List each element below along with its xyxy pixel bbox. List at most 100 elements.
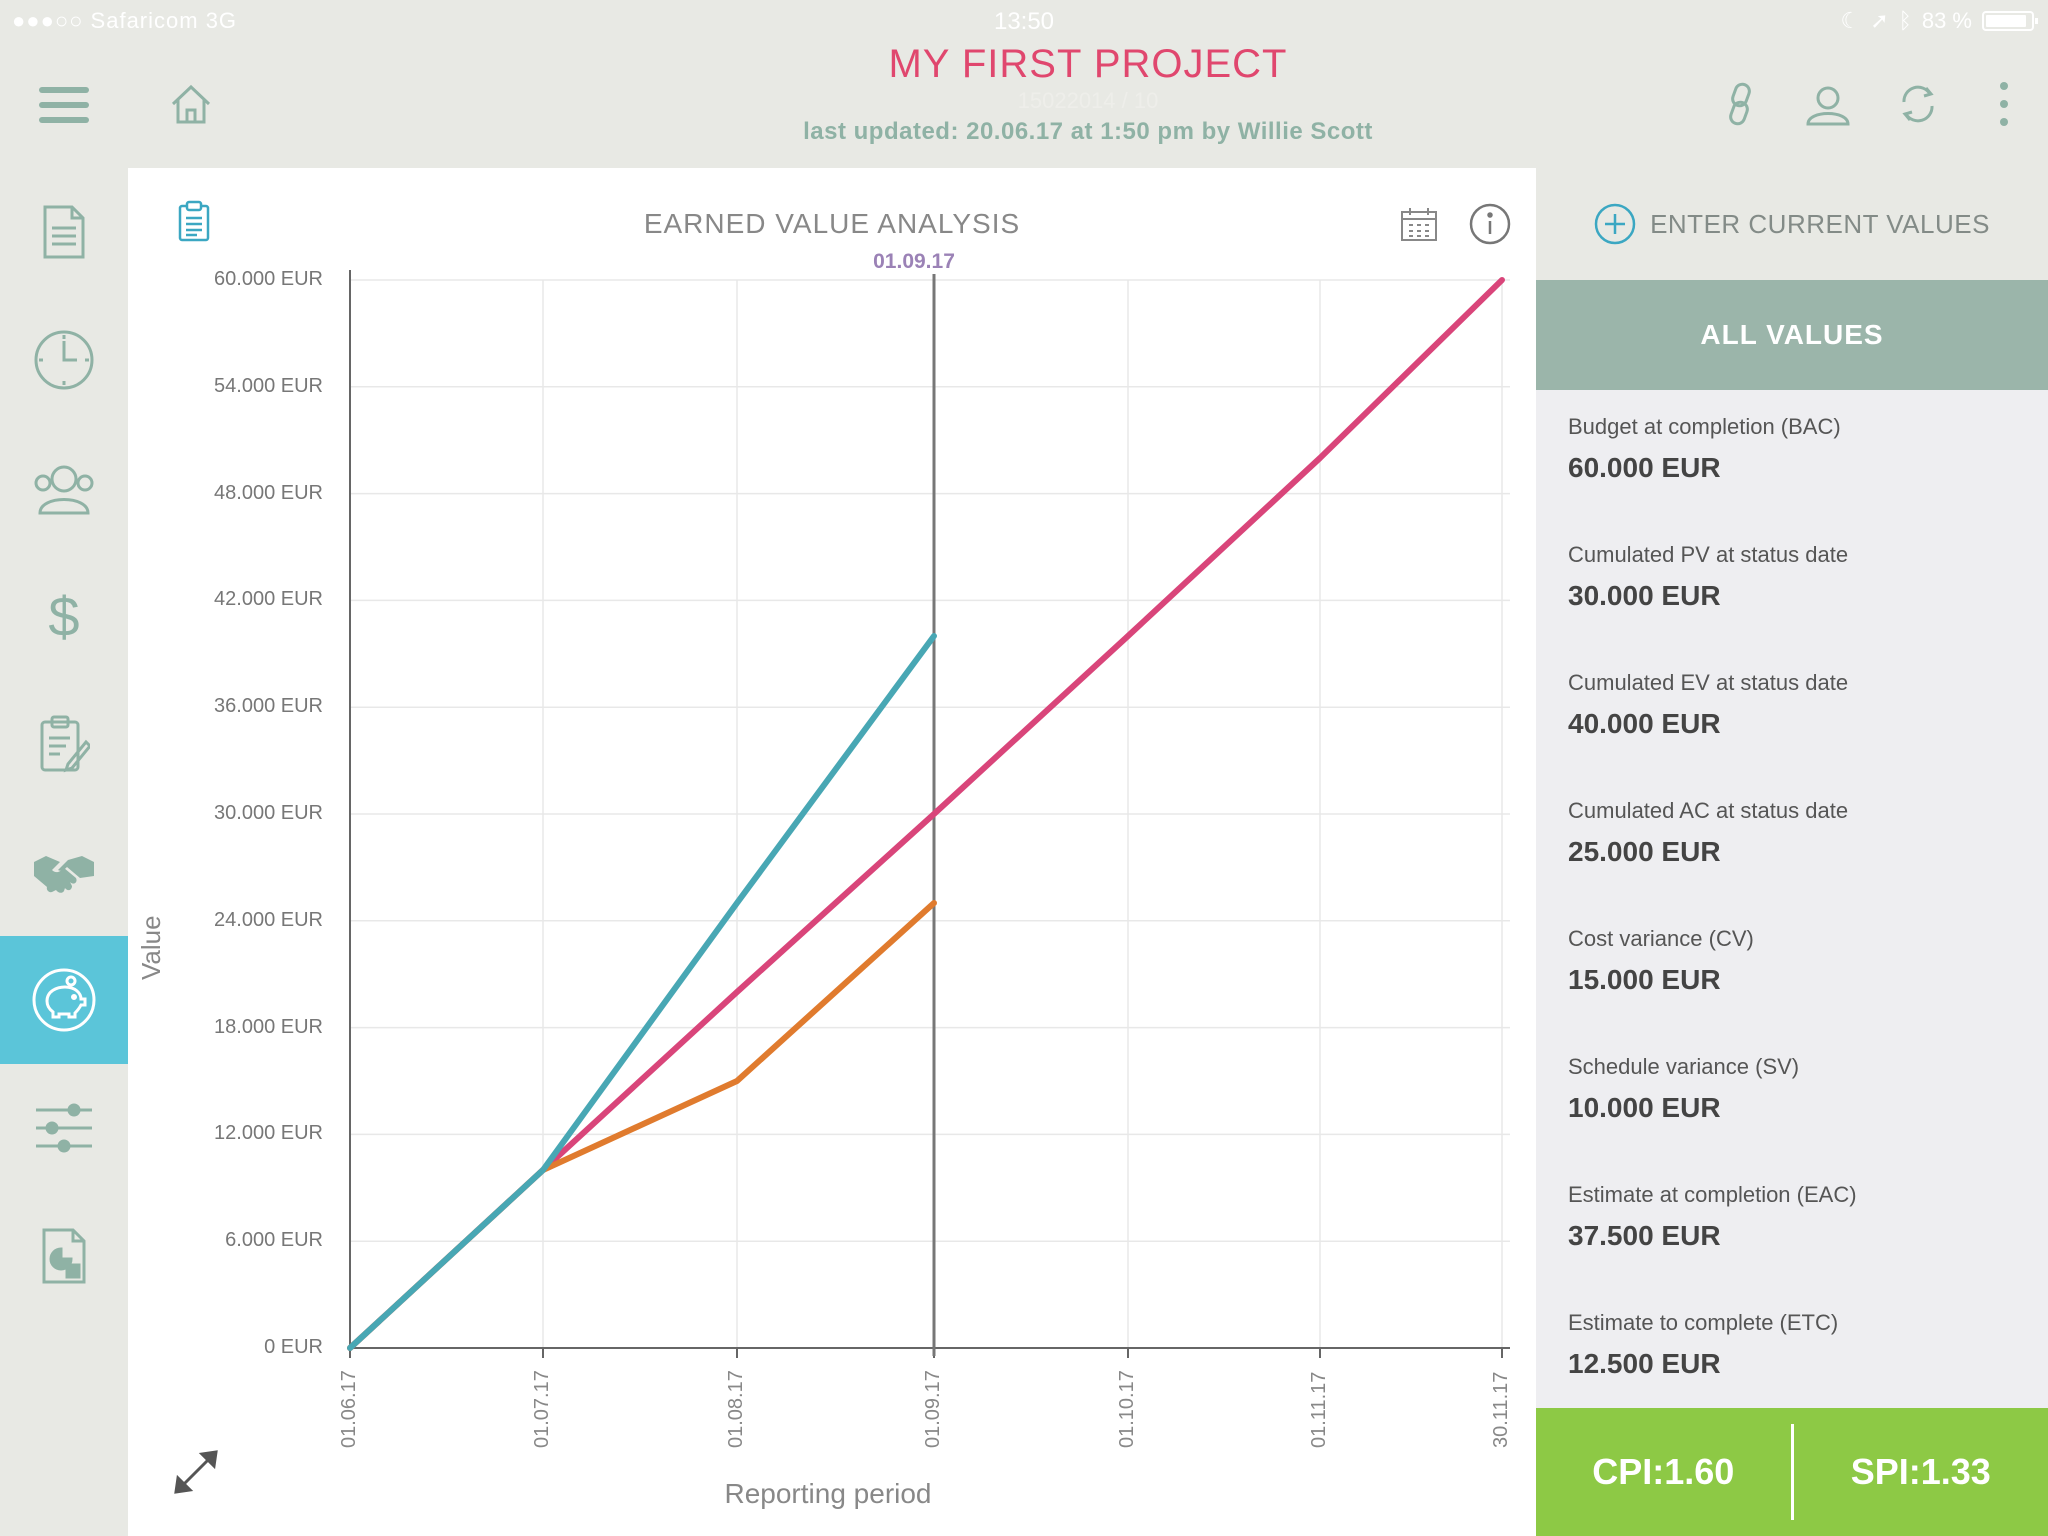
report-icon <box>42 1228 86 1284</box>
sidebar-item-team[interactable] <box>0 424 128 552</box>
more-button[interactable] <box>1990 78 2018 130</box>
add-circle-icon <box>1594 203 1636 245</box>
sidebar-item-tasks[interactable] <box>0 680 128 808</box>
values-panel: ENTER CURRENT VALUES ALL VALUES Budget a… <box>1536 168 2048 1536</box>
enter-current-values-button[interactable]: ENTER CURRENT VALUES <box>1536 168 2048 280</box>
sidebar: $ <box>0 168 128 1536</box>
metric-label: Estimate to complete (ETC) <box>1568 1310 1839 1335</box>
chart-title: EARNED VALUE ANALYSIS <box>643 208 1021 239</box>
chart-area: EARNED VALUE ANALYSIS 01.09.17 Value Rep… <box>128 168 1536 1536</box>
earned-value-chart <box>347 270 1510 1358</box>
metric-label: Cost variance (CV) <box>1568 926 1754 951</box>
data-point <box>736 1080 738 1082</box>
all-values-tab[interactable]: ALL VALUES <box>1536 280 2048 390</box>
metric-label: Budget at completion (BAC) <box>1568 414 1841 439</box>
sidebar-item-reports[interactable] <box>0 1192 128 1320</box>
menu-button[interactable] <box>36 80 92 130</box>
info-icon <box>1469 203 1511 245</box>
hamburger-icon <box>39 87 89 123</box>
calendar-button[interactable] <box>1398 204 1440 244</box>
y-tick-label: 60.000 EUR <box>214 268 323 290</box>
x-tick-label: 01.07.17 <box>531 1370 553 1448</box>
link-button[interactable] <box>1716 80 1764 128</box>
series-line-1 <box>347 900 937 1351</box>
location-icon: ➚ <box>1870 8 1889 33</box>
kpi-bar: CPI:1.60 SPI:1.33 <box>1536 1408 2048 1536</box>
y-tick-label: 30.000 EUR <box>214 802 323 824</box>
link-icon <box>1729 82 1751 126</box>
sidebar-item-schedule[interactable] <box>0 296 128 424</box>
document-icon <box>43 205 85 259</box>
team-button[interactable] <box>1800 80 1856 128</box>
piggy-bank-icon <box>32 968 96 1032</box>
data-point <box>1127 635 1129 637</box>
more-vertical-icon <box>2000 82 2008 126</box>
sidebar-item-earned-value[interactable] <box>0 936 128 1064</box>
series-line-0 <box>347 277 1505 1351</box>
metric-value: 15.000 EUR <box>1568 964 1721 995</box>
metric-bac: Budget at completion (BAC) 60.000 EUR <box>1568 414 2038 484</box>
y-tick-label: 0 EUR <box>264 1336 323 1358</box>
y-tick-label: 12.000 EUR <box>214 1122 323 1145</box>
metric-label: Cumulated EV at status date <box>1568 670 1849 695</box>
sidebar-item-documents[interactable] <box>0 168 128 296</box>
team-icon <box>34 465 94 515</box>
x-tick-label: 01.08.17 <box>725 1370 747 1448</box>
battery-icon <box>1982 11 2038 31</box>
metric-value: 12.500 EUR <box>1568 1348 1721 1379</box>
data-point <box>1501 279 1503 281</box>
metric-eac: Estimate at completion (EAC) 37.500 EUR <box>1568 1182 2038 1252</box>
metric-value: 40.000 EUR <box>1568 708 1721 739</box>
data-point <box>736 902 738 904</box>
carrier-label: ●●●○○ Safaricom 3G <box>12 8 238 33</box>
status-bar: ●●●○○ Safaricom 3G 13:50 ☾ ➚ ᛒ 83 % <box>0 0 2048 40</box>
series-line-2 <box>347 633 937 1351</box>
notes-button[interactable] <box>174 198 214 244</box>
metric-label: Estimate at completion (EAC) <box>1568 1182 1857 1207</box>
sidebar-item-costs[interactable]: $ <box>0 552 128 680</box>
home-button[interactable] <box>166 80 216 128</box>
data-point <box>736 991 738 993</box>
dollar-icon: $ <box>48 584 80 648</box>
last-updated: last updated: 20.06.17 at 1:50 pm by Wil… <box>803 118 1373 145</box>
y-tick-label: 6.000 EUR <box>225 1229 323 1252</box>
metric-etc: Estimate to complete (ETC) 12.500 EUR <box>1568 1310 2038 1380</box>
sync-button[interactable] <box>1892 80 1944 128</box>
metric-value: 37.500 EUR <box>1568 1220 1721 1251</box>
sliders-icon <box>36 1103 92 1153</box>
metric-value: 30.000 EUR <box>1568 580 1721 611</box>
y-tick-label: 42.000 EUR <box>214 588 323 611</box>
status-date-label: 01.09.17 <box>873 250 955 273</box>
data-point <box>933 635 935 637</box>
handshake-icon <box>34 856 94 893</box>
cpi-value[interactable]: CPI:1.60 <box>1592 1451 1735 1492</box>
kpi-divider <box>1790 1424 1794 1520</box>
metric-ev: Cumulated EV at status date 40.000 EUR <box>1568 670 2038 740</box>
clock-icon <box>34 330 94 390</box>
spi-value[interactable]: SPI:1.33 <box>1850 1451 1991 1492</box>
sidebar-item-stakeholders[interactable] <box>0 808 128 936</box>
sidebar-item-settings[interactable] <box>0 1064 128 1192</box>
moon-icon: ☾ <box>1840 8 1861 33</box>
x-tick-label: 01.06.17 <box>338 1370 360 1448</box>
data-point <box>349 1347 351 1349</box>
info-button[interactable] <box>1468 202 1512 246</box>
clipboard-edit-icon <box>40 715 90 773</box>
clock: 13:50 <box>993 8 1055 35</box>
bluetooth-icon: ᛒ <box>1898 8 1912 33</box>
clipboard-icon <box>178 200 210 242</box>
metric-value: 60.000 EUR <box>1568 452 1721 483</box>
metric-cv: Cost variance (CV) 15.000 EUR <box>1568 926 2038 996</box>
user-icon <box>1806 86 1850 126</box>
y-tick-label: 54.000 EUR <box>214 374 323 397</box>
data-point <box>542 1169 544 1171</box>
metric-label: Schedule variance (SV) <box>1568 1054 1800 1079</box>
data-point <box>933 902 935 904</box>
x-tick-label: 01.11.17 <box>1308 1371 1330 1448</box>
metric-value: 25.000 EUR <box>1568 836 1721 867</box>
expand-button[interactable] <box>168 1444 224 1500</box>
y-tick-label: 24.000 EUR <box>214 908 323 931</box>
expand-icon <box>174 1450 218 1494</box>
data-point <box>349 1347 351 1349</box>
y-tick-label: 18.000 EUR <box>214 1015 323 1038</box>
